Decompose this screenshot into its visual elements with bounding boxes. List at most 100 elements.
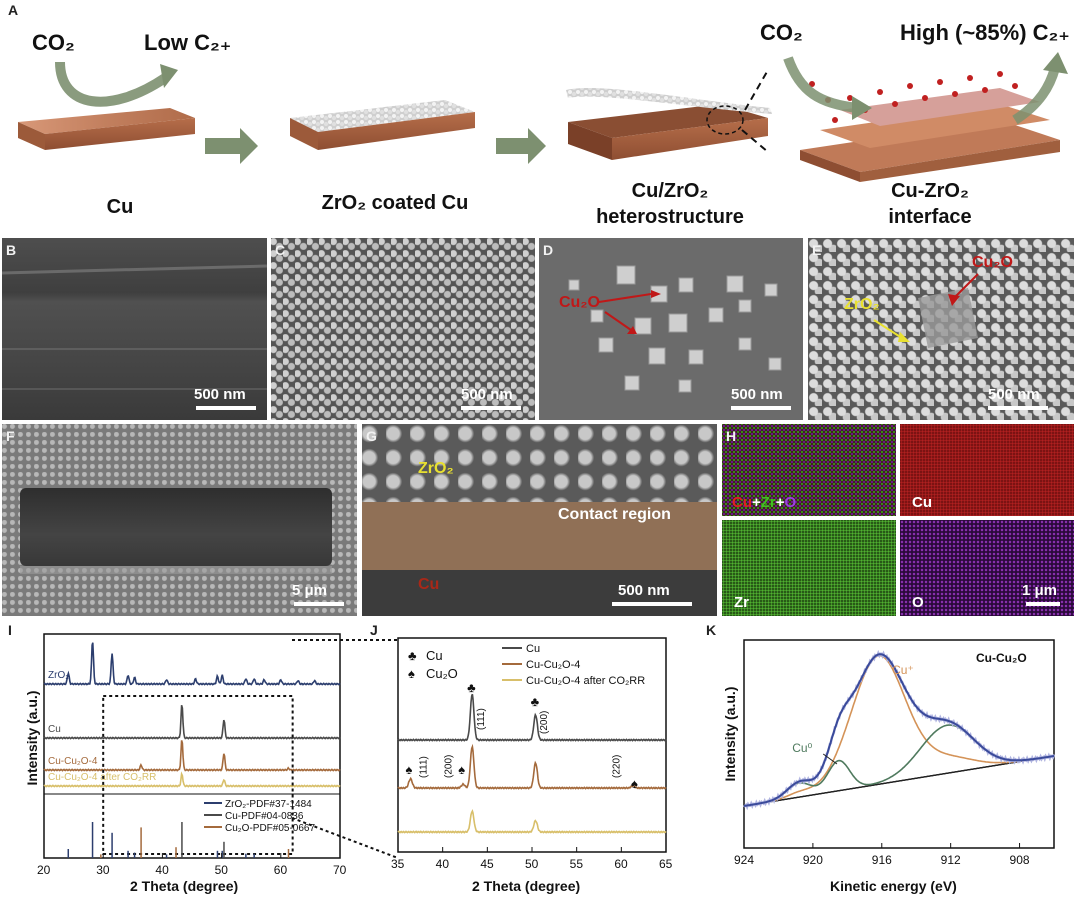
chart-j-annotation-0: (111) bbox=[476, 708, 487, 730]
eds-map-merged: H Cu+Zr+O bbox=[722, 424, 896, 516]
chart-i-ylabel: Intensity (a.u.) bbox=[24, 690, 40, 786]
panel-label-d: D bbox=[543, 242, 554, 258]
eds-map-o: O 1 μm bbox=[900, 520, 1074, 616]
chart-j-series-2 bbox=[397, 809, 667, 834]
stage-cu-caption: Cu bbox=[106, 196, 134, 218]
chart-i-ref-legend-0: ZrO₂-PDF#37-1484 bbox=[225, 799, 312, 810]
chart-i-series-2 bbox=[43, 740, 341, 772]
stage-hetero-caption-2: heterostructure bbox=[596, 206, 744, 228]
eds-map-cu: Cu bbox=[900, 424, 1074, 516]
chart-i-tick-label-4: 60 bbox=[274, 863, 288, 877]
high-c2-arrow bbox=[1012, 66, 1060, 125]
chart-k-envelope bbox=[743, 653, 1055, 807]
sem-image-d: Cu₂O D 500 nm bbox=[539, 238, 803, 420]
schematic-a bbox=[18, 52, 1068, 182]
stage-zro2-caption: ZrO₂ coated Cu bbox=[321, 192, 469, 214]
scale-text-e: 500 nm bbox=[988, 386, 1040, 403]
chart-k-cu0-label: Cu⁰ bbox=[792, 741, 812, 755]
eds-map-zr: Zr bbox=[722, 520, 896, 616]
panel-label-j: J bbox=[370, 622, 378, 638]
chart-j-annotation-3: (200) bbox=[444, 755, 455, 778]
scale-text-h: 1 μm bbox=[1022, 582, 1058, 599]
chart-k-tick-label-2: 916 bbox=[872, 853, 892, 867]
chart-i-tick-label-5: 70 bbox=[333, 863, 347, 877]
chart-k-cu0-pointer bbox=[822, 753, 838, 765]
chart-i-tick-label-0: 20 bbox=[37, 863, 51, 877]
eds-zr-map-label: Zr bbox=[734, 594, 749, 611]
chart-k-ylabel: Intensity (a.u.) bbox=[722, 686, 738, 782]
chart-j-tick-label-1: 40 bbox=[436, 857, 450, 871]
co2-in-arrow bbox=[783, 56, 859, 113]
low-c2-arrow bbox=[55, 61, 168, 107]
chart-i-series-label-1: Cu bbox=[48, 724, 61, 735]
chart-i-series-1 bbox=[43, 704, 341, 740]
scale-bar-b bbox=[196, 406, 256, 410]
chart-j-series-1 bbox=[397, 743, 667, 790]
chart-k-cu-plus-fit bbox=[743, 654, 1055, 807]
scale-bar-g bbox=[612, 602, 692, 606]
chart-j-tick-label-4: 55 bbox=[570, 857, 584, 871]
contact-region-label: Contact region bbox=[558, 506, 671, 523]
chart-i-series-3 bbox=[43, 771, 341, 788]
cu2o-label-e: Cu₂O bbox=[972, 254, 1013, 271]
chart-i-series-label-3: Cu-Cu₂O-4 after CO₂RR bbox=[48, 772, 156, 783]
sem-image-f: F 5 μm bbox=[2, 424, 357, 616]
co2-label-right: CO₂ bbox=[760, 20, 803, 45]
process-arrow-1 bbox=[205, 128, 258, 164]
scale-text-g: 500 nm bbox=[618, 582, 670, 599]
chart-k-tick-label-0: 924 bbox=[734, 853, 754, 867]
panel-label-a: A bbox=[8, 2, 19, 18]
chart-k-tick-label-1: 920 bbox=[803, 853, 823, 867]
scale-bar-c bbox=[461, 406, 521, 410]
chart-i-xlabel: 2 Theta (degree) bbox=[130, 878, 239, 894]
cu-label-g: Cu bbox=[418, 576, 440, 593]
scale-bar-d bbox=[731, 406, 791, 410]
panel-label-e: E bbox=[812, 242, 822, 258]
chart-i-series-label-0: ZrO₂ bbox=[48, 670, 69, 681]
chart-j-tick-label-2: 45 bbox=[480, 857, 494, 871]
eds-plus-2: + bbox=[775, 494, 785, 511]
chart-i-tick-label-2: 40 bbox=[155, 863, 169, 877]
scale-text-f: 5 μm bbox=[292, 582, 328, 599]
chart-j-legend-1: Cu-Cu₂O-4 bbox=[526, 659, 580, 671]
chart-k-background bbox=[743, 755, 1055, 807]
chart-j-marker-cu2o-220: ♠ bbox=[631, 776, 638, 791]
eds-plus-1: + bbox=[752, 494, 761, 511]
chart-k-cu-plus-label: Cu⁺ bbox=[892, 663, 914, 677]
heterostructure-slab bbox=[566, 87, 772, 160]
co2-label-left: CO₂ bbox=[32, 30, 75, 55]
low-c2-label: Low C₂₊ bbox=[144, 30, 232, 55]
panel-label-i: I bbox=[8, 622, 12, 638]
chart-j-annotation-4: (220) bbox=[612, 755, 623, 778]
panel-label-c: C bbox=[275, 242, 286, 258]
chart-i-ref-legend-2: Cu₂O-PDF#05-0667 bbox=[225, 823, 315, 834]
chart-i-series-label-2: Cu-Cu₂O-4 bbox=[48, 756, 98, 767]
chart-k-xlabel: Kinetic energy (eV) bbox=[830, 878, 957, 894]
chart-i-tick-label-3: 50 bbox=[215, 863, 229, 877]
xrd-chart-i: ZrO₂ Cu Cu-Cu₂O-4 Cu-Cu₂O-4 after CO₂RR ZrO₂… bbox=[37, 633, 347, 877]
scale-bar-h bbox=[1026, 602, 1060, 606]
chart-j-symbol-1: ♠ bbox=[408, 666, 415, 681]
cu-slab bbox=[18, 108, 195, 150]
chart-j-annotation-2: (111) bbox=[419, 756, 430, 778]
chart-j-tick-label-3: 50 bbox=[525, 857, 539, 871]
eds-cu-text: Cu bbox=[732, 494, 752, 511]
sem-image-c: C 500 nm bbox=[271, 238, 535, 420]
stage-hetero-caption-1: Cu/ZrO₂ bbox=[631, 180, 709, 202]
eds-o-map-label: O bbox=[912, 594, 924, 611]
chart-j-symbol-label-1: Cu₂O bbox=[426, 666, 458, 681]
chart-i-ref-legend-1: Cu-PDF#04-0836 bbox=[225, 811, 304, 822]
scale-text-b: 500 nm bbox=[194, 386, 246, 403]
scale-text-d: 500 nm bbox=[731, 386, 783, 403]
chart-j-symbol-label-0: Cu bbox=[426, 648, 443, 663]
chart-k-tick-label-3: 912 bbox=[941, 853, 961, 867]
panel-label-f: F bbox=[6, 428, 15, 444]
scale-bar-f bbox=[294, 602, 344, 606]
chart-j-legend-0: Cu bbox=[526, 643, 540, 655]
chart-i-tick-label-1: 30 bbox=[96, 863, 110, 877]
high-c2-label: High (~85%) C₂₊ bbox=[900, 20, 1070, 45]
chart-j-tick-label-5: 60 bbox=[614, 857, 628, 871]
scale-bar-e bbox=[988, 406, 1048, 410]
panel-label-h: H bbox=[726, 428, 737, 444]
stage-interface-caption-1: Cu-ZrO₂ bbox=[891, 180, 969, 202]
